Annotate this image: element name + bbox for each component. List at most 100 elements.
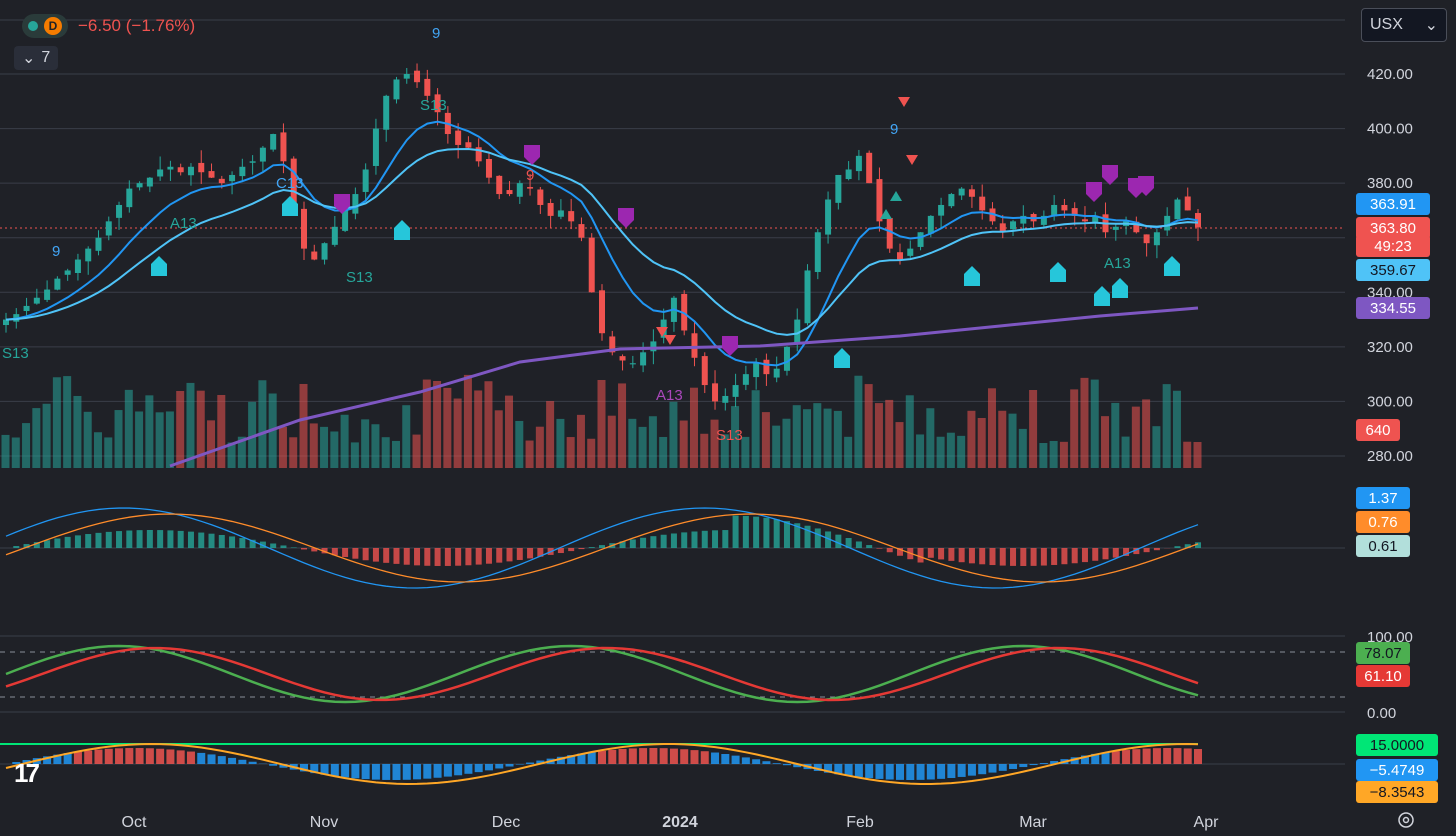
macd-histogram-bar — [1071, 548, 1078, 564]
osc-histogram-bar — [639, 748, 648, 764]
macd-histogram-bar — [85, 534, 92, 548]
up-arrow-icon — [890, 191, 902, 201]
macd-histogram-bar — [1174, 546, 1181, 548]
candle-body — [54, 278, 61, 290]
macd-histogram-bar — [249, 539, 256, 548]
candle-body — [516, 183, 523, 197]
osc-histogram-bar — [413, 764, 422, 780]
buy-signal-icon — [151, 256, 167, 276]
price-tick-label: 300.00 — [1367, 393, 1413, 410]
macd-histogram-bar — [537, 548, 544, 557]
osc-histogram-bar — [680, 749, 689, 764]
macd-value-tag-bg — [1356, 487, 1410, 509]
osc-histogram-bar — [731, 755, 740, 764]
macd-histogram-bar — [393, 548, 400, 564]
volume-bar — [854, 375, 863, 468]
volume-bar — [813, 403, 822, 468]
macd-histogram-bar — [208, 533, 215, 548]
indicators-toggle-button[interactable]: ⌄ 7 — [14, 46, 59, 70]
osc-histogram-bar — [207, 754, 216, 764]
osc-histogram-bar — [762, 761, 771, 764]
osc-histogram-bar — [1122, 750, 1131, 764]
volume-bar — [515, 420, 524, 468]
macd-signal-line — [5, 513, 1199, 583]
macd-histogram-bar — [54, 538, 61, 548]
volume-bar — [278, 426, 287, 468]
osc-histogram-bar — [279, 764, 288, 768]
volume-bar — [1183, 441, 1192, 468]
osc-histogram-bar — [875, 764, 884, 779]
osc-histogram-bar — [104, 748, 113, 764]
macd-histogram-bar — [74, 535, 81, 548]
osc-histogram-bar — [238, 759, 247, 764]
currency-select[interactable]: USX ⌄ — [1361, 8, 1447, 42]
macd-value-tag-bg — [1356, 535, 1410, 557]
candle-body — [979, 196, 986, 211]
volume-bar — [237, 436, 246, 468]
osc-histogram-bar — [721, 754, 730, 764]
osc-value-tag: −8.3543 — [1356, 781, 1438, 803]
price-tag: 359.67 — [1356, 259, 1430, 281]
candle-body — [1143, 234, 1150, 244]
macd-histogram-bar — [475, 548, 482, 565]
osc-histogram-bar — [156, 748, 165, 764]
candle-body — [948, 194, 955, 207]
volume-bar — [1172, 390, 1181, 468]
volume-bar — [371, 424, 380, 468]
osc-histogram-bar — [248, 761, 257, 764]
volume-bar — [93, 432, 102, 468]
candle-body — [640, 352, 647, 366]
macd-histogram-bar — [136, 530, 143, 548]
macd-histogram-bar — [660, 534, 667, 548]
price-tag-text: 363.80 — [1370, 220, 1416, 237]
candle-body — [393, 79, 400, 100]
volume-bar — [638, 426, 647, 468]
candle-body — [126, 188, 133, 208]
price-tag-bg — [1356, 259, 1430, 281]
osc-value-tag-text: 15.0000 — [1370, 737, 1424, 754]
macd-value-tag-bg — [1356, 511, 1410, 533]
candle-body — [331, 226, 338, 245]
osc-histogram-bar — [515, 764, 524, 765]
osc-histogram-bar — [834, 764, 843, 775]
macd-histogram-bar — [362, 548, 369, 561]
annotation-label: S13 — [2, 345, 29, 362]
macd-histogram-bar — [845, 538, 852, 548]
candle-body — [403, 74, 410, 79]
candle-body — [897, 252, 903, 260]
volume-bar — [433, 380, 442, 468]
macd-histogram-bar — [342, 548, 349, 558]
volume-bar — [576, 414, 585, 468]
osc-histogram-bar — [341, 764, 350, 778]
gear-icon[interactable] — [1396, 810, 1416, 830]
candle-body — [537, 189, 544, 205]
osc-histogram-bar — [711, 752, 720, 764]
buy-signal-icon — [1164, 256, 1180, 276]
candle-body — [588, 237, 595, 293]
price-tag-bg — [1356, 235, 1430, 257]
symbol-pill[interactable]: D — [22, 14, 68, 38]
volume-bar — [895, 422, 904, 468]
osc-histogram-bar — [115, 748, 124, 764]
stoch-tick-label: 0.00 — [1367, 705, 1396, 722]
interval-badge[interactable]: D — [44, 17, 62, 35]
candle-body — [907, 248, 914, 256]
volume-bar — [32, 408, 41, 468]
macd-histogram-bar — [218, 534, 225, 548]
stoch-k-line — [5, 644, 1199, 704]
candle-body — [753, 363, 760, 378]
volume-bar — [1059, 441, 1068, 468]
annotation-label: A13 — [1104, 255, 1131, 272]
macd-histogram-bar — [1195, 542, 1201, 548]
macd-histogram-bar — [938, 548, 945, 560]
sma-long-line — [169, 306, 1199, 468]
annotation-label: 9 — [890, 121, 898, 138]
volume-bar — [83, 411, 92, 468]
candle-body — [187, 166, 194, 176]
macd-histogram-bar — [897, 548, 903, 556]
time-tick-label: Dec — [492, 814, 520, 831]
volume-bar — [258, 380, 267, 468]
osc-histogram-bar — [896, 764, 904, 780]
candle-body — [1174, 199, 1181, 220]
